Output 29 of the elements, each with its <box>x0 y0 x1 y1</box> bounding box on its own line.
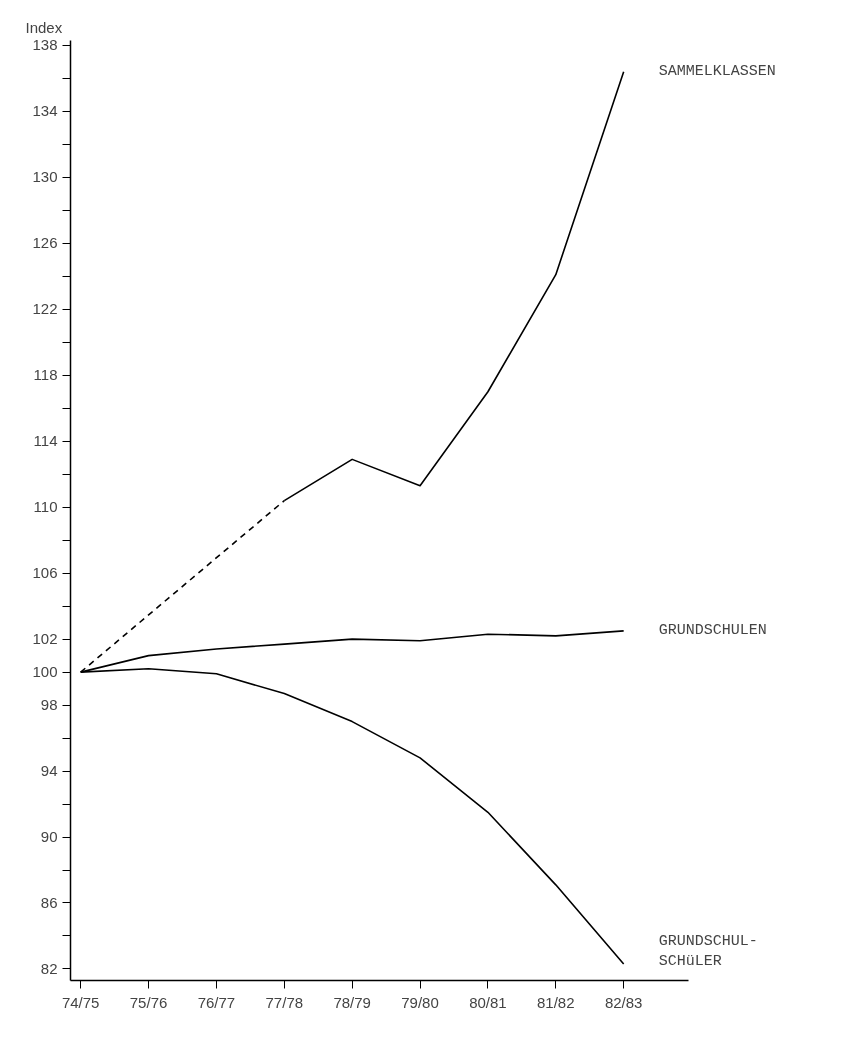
x-tick-label: 82/83 <box>604 993 643 1011</box>
y-tick-label: 138 <box>32 36 58 54</box>
y-tick-label: 82 <box>40 959 58 977</box>
y-tick-label: 126 <box>32 234 58 252</box>
y-tick-label: 98 <box>40 696 58 714</box>
x-tick-label: 75/76 <box>129 993 168 1011</box>
y-tick-label: 94 <box>40 762 58 780</box>
x-tick-label: 78/79 <box>333 993 371 1011</box>
y-tick-label: 110 <box>33 498 58 516</box>
x-tick-label: 74/75 <box>61 993 100 1011</box>
text: GRUNDSCHULEN <box>658 621 767 639</box>
y-tick-label: 102 <box>32 630 58 648</box>
x-tick-label: 77/78 <box>265 993 304 1011</box>
text: SAMMELKLASSEN <box>658 62 776 80</box>
y-tick-label: 114 <box>33 432 58 450</box>
y-axis-title: Index <box>25 18 63 36</box>
y-tick-label: 100 <box>32 663 58 681</box>
y-tick-label: 90 <box>40 828 58 846</box>
y-tick-label: 106 <box>32 564 58 582</box>
y-tick-label: 86 <box>40 893 58 911</box>
x-tick-label: 79/80 <box>401 993 439 1011</box>
y-tick-label: 118 <box>33 366 58 384</box>
y-tick-label: 130 <box>32 168 58 186</box>
text: GRUNDSCHUL- SCHüLER <box>658 933 758 971</box>
y-tick-label: 122 <box>32 300 58 318</box>
x-tick-label: 81/82 <box>537 993 575 1011</box>
x-tick-label: 76/77 <box>197 993 236 1011</box>
y-tick-label: 134 <box>32 102 58 120</box>
x-tick-label: 80/81 <box>469 993 507 1011</box>
